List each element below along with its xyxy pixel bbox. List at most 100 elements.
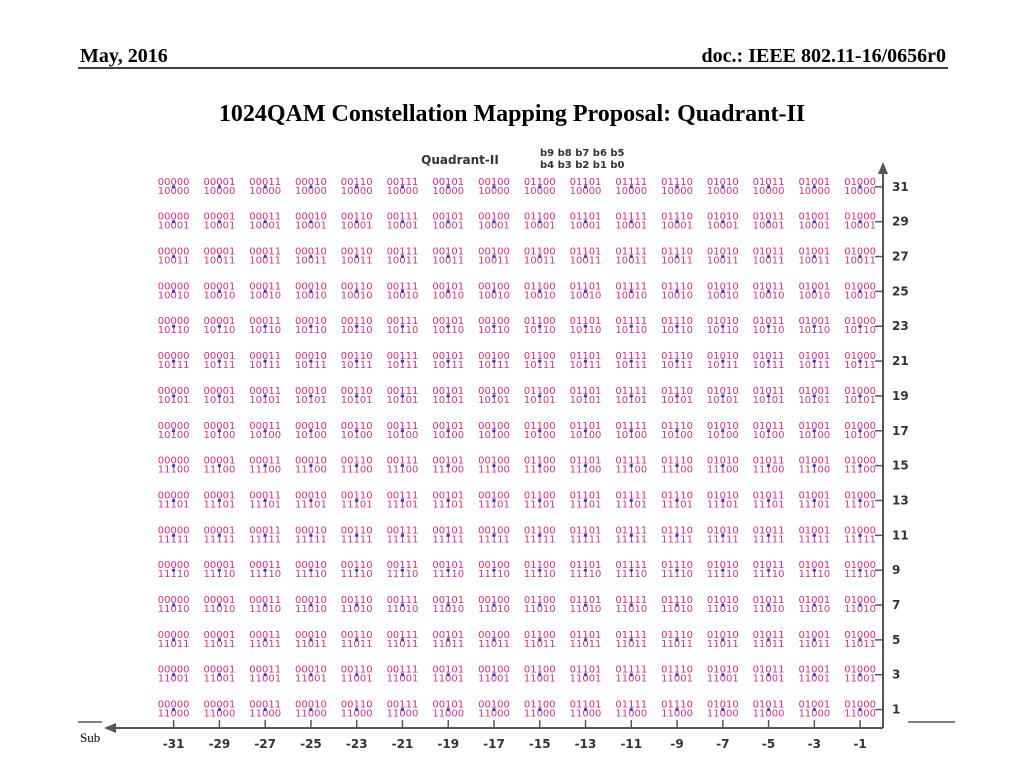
point-label-high: 00000 (158, 490, 190, 501)
constellation-point (355, 429, 359, 433)
point-label-low: 10001 (432, 221, 464, 232)
constellation-point (721, 324, 725, 328)
point-label-high: 01110 (661, 490, 693, 501)
point-label-high: 00010 (295, 281, 327, 292)
point-label-high: 01101 (570, 595, 602, 606)
constellation-point (217, 429, 222, 433)
point-label-low: 11000 (707, 709, 739, 720)
point-label-low: 11000 (432, 709, 464, 720)
point-label-low: 10011 (844, 256, 876, 267)
point-label-high: 00101 (432, 247, 464, 258)
point-label-high: 00100 (478, 456, 510, 467)
constellation-point (858, 185, 862, 189)
constellation-point (538, 673, 542, 677)
constellation-point (675, 498, 679, 503)
constellation-point (446, 533, 450, 537)
point-label-low: 10110 (249, 325, 281, 336)
point-label-high: 00000 (158, 247, 190, 258)
point-label-high: 00100 (478, 595, 510, 606)
point-label-high: 01111 (615, 386, 647, 397)
point-label-low: 10101 (661, 395, 693, 406)
point-label-low: 11001 (295, 674, 327, 685)
point-label-high: 01111 (615, 247, 647, 258)
point-label-high: 00010 (295, 177, 327, 188)
point-label-high: 00101 (432, 386, 464, 397)
point-label-high: 01110 (661, 630, 693, 641)
point-label-high: 00011 (249, 316, 281, 327)
point-label-low: 10010 (844, 290, 876, 301)
point-label-low: 11101 (570, 499, 602, 510)
point-label-low: 10110 (753, 325, 785, 336)
constellation-point (492, 185, 496, 189)
constellation-point (263, 254, 267, 259)
point-label-high: 00011 (249, 421, 281, 432)
point-label-low: 11010 (753, 604, 785, 615)
constellation-point (172, 394, 176, 398)
point-label-low: 10100 (570, 430, 602, 441)
point-label-high: 00101 (432, 456, 464, 467)
constellation-point (492, 429, 496, 433)
constellation-point (446, 707, 450, 712)
constellation-point (538, 254, 542, 259)
constellation-point (721, 185, 725, 189)
constellation-point (217, 185, 222, 189)
point-label-low: 10111 (432, 360, 464, 371)
point-label-low: 10101 (158, 395, 190, 406)
constellation-point (766, 673, 771, 677)
point-label-high: 01110 (661, 247, 693, 258)
constellation-point (812, 533, 816, 537)
constellation-point (538, 394, 542, 398)
plot: -31 -29 -27 -25 -23 -21 -19 -17 -15 -13 -11 -9 -7 -5-… (158, 177, 909, 751)
point-label-low: 10100 (661, 430, 693, 441)
point-label-high: 00110 (341, 421, 373, 432)
constellation-point (858, 464, 862, 468)
point-label-low: 10010 (432, 290, 464, 301)
point-label-high: 01111 (615, 212, 647, 223)
point-label-low: 10001 (570, 221, 602, 232)
point-label-high: 00000 (158, 386, 190, 397)
point-label-low: 10001 (478, 221, 510, 232)
constellation-point (400, 464, 405, 468)
constellation-point (766, 394, 771, 398)
constellation-point (766, 533, 771, 537)
constellation-point (172, 707, 176, 712)
point-label-low: 10000 (753, 186, 785, 197)
point-label-high: 00101 (432, 212, 464, 223)
point-label-low: 10110 (615, 325, 647, 336)
point-label-high: 00100 (478, 281, 510, 292)
point-label-low: 10011 (249, 256, 281, 267)
point-label-high: 00111 (387, 316, 419, 327)
point-label-high: 01001 (798, 281, 830, 292)
point-label-low: 10101 (615, 395, 647, 406)
point-label-low: 10111 (158, 360, 190, 371)
point-label-low: 11001 (341, 674, 373, 685)
point-label-high: 01100 (524, 421, 556, 432)
point-label-high: 00100 (478, 316, 510, 327)
point-label-low: 10011 (478, 256, 510, 267)
point-label-low: 10111 (707, 360, 739, 371)
constellation-point (492, 464, 496, 468)
point-label-low: 11010 (158, 604, 190, 615)
point-label-high: 01000 (844, 421, 876, 432)
point-label-high: 01101 (570, 700, 602, 711)
point-label-high: 01101 (570, 421, 602, 432)
constellation-point (812, 498, 816, 503)
point-label-low: 10100 (432, 430, 464, 441)
point-label-high: 01100 (524, 630, 556, 641)
point-label-low: 10010 (478, 290, 510, 301)
point-label-low: 10111 (570, 360, 602, 371)
point-label-low: 11001 (524, 674, 556, 685)
point-label-low: 10101 (753, 395, 785, 406)
point-label-high: 01001 (798, 700, 830, 711)
constellation-point (309, 533, 313, 537)
point-label-high: 01110 (661, 386, 693, 397)
point-label-high: 01000 (844, 281, 876, 292)
point-label-low: 10111 (295, 360, 327, 371)
point-label-low: 10110 (798, 325, 830, 336)
header-date: May, 2016 (80, 45, 168, 67)
point-label-high: 00010 (295, 212, 327, 223)
point-label-high: 01111 (615, 456, 647, 467)
constellation-point (217, 638, 222, 642)
point-label-high: 00000 (158, 456, 190, 467)
